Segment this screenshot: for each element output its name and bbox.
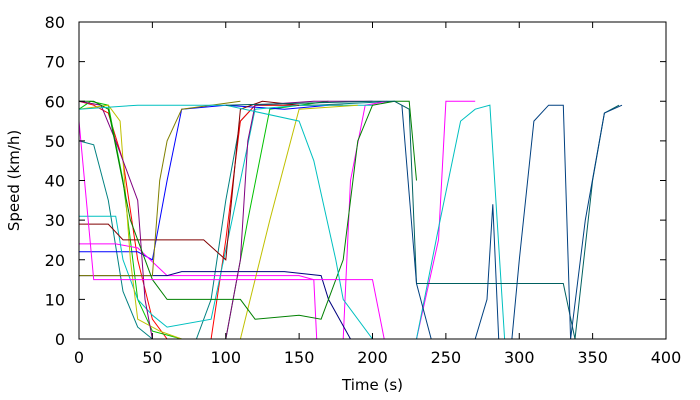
y-tick-label: 10 xyxy=(45,290,65,309)
series-line-14 xyxy=(78,104,549,340)
y-tick-label: 0 xyxy=(55,330,65,349)
x-tick-label: 100 xyxy=(210,348,241,367)
x-tick-label: 0 xyxy=(74,348,84,367)
series-line-7 xyxy=(78,104,358,340)
y-tick-label: 80 xyxy=(45,13,65,32)
y-tick-label: 30 xyxy=(45,211,65,230)
y-tick-label: 20 xyxy=(45,251,65,270)
x-tick-label: 350 xyxy=(577,348,608,367)
tick-labels: 0 50 100 150 200 250 300 350 400 0 10 20 30 40 50 60 70 8… xyxy=(45,13,682,367)
y-axis-title: Speed (km/h) xyxy=(5,130,23,231)
x-axis-title: Time (s) xyxy=(341,376,403,394)
y-tick-label: 40 xyxy=(45,172,65,191)
series-lines xyxy=(78,100,623,340)
series-line-15 xyxy=(225,100,620,340)
y-tick-label: 60 xyxy=(45,92,65,111)
series-line-1 xyxy=(78,100,395,340)
x-tick-label: 200 xyxy=(357,348,388,367)
series-line-6 xyxy=(79,104,373,328)
y-tick-label: 50 xyxy=(45,132,65,151)
series-line-2 xyxy=(78,100,344,340)
series-line-4 xyxy=(79,104,329,261)
axis-ticks xyxy=(78,21,667,340)
x-tick-label: 50 xyxy=(142,348,162,367)
series-line-3 xyxy=(78,100,329,340)
series-line-13 xyxy=(78,100,476,340)
series-line-16 xyxy=(401,104,623,340)
series-line-11 xyxy=(78,100,373,340)
series-line-12 xyxy=(79,100,417,320)
x-tick-label: 250 xyxy=(431,348,462,367)
x-tick-label: 300 xyxy=(504,348,535,367)
y-tick-label: 70 xyxy=(45,53,65,72)
x-tick-label: 400 xyxy=(651,348,682,367)
x-tick-label: 150 xyxy=(284,348,315,367)
series-line-10 xyxy=(79,100,241,277)
series-line-5 xyxy=(79,100,388,340)
